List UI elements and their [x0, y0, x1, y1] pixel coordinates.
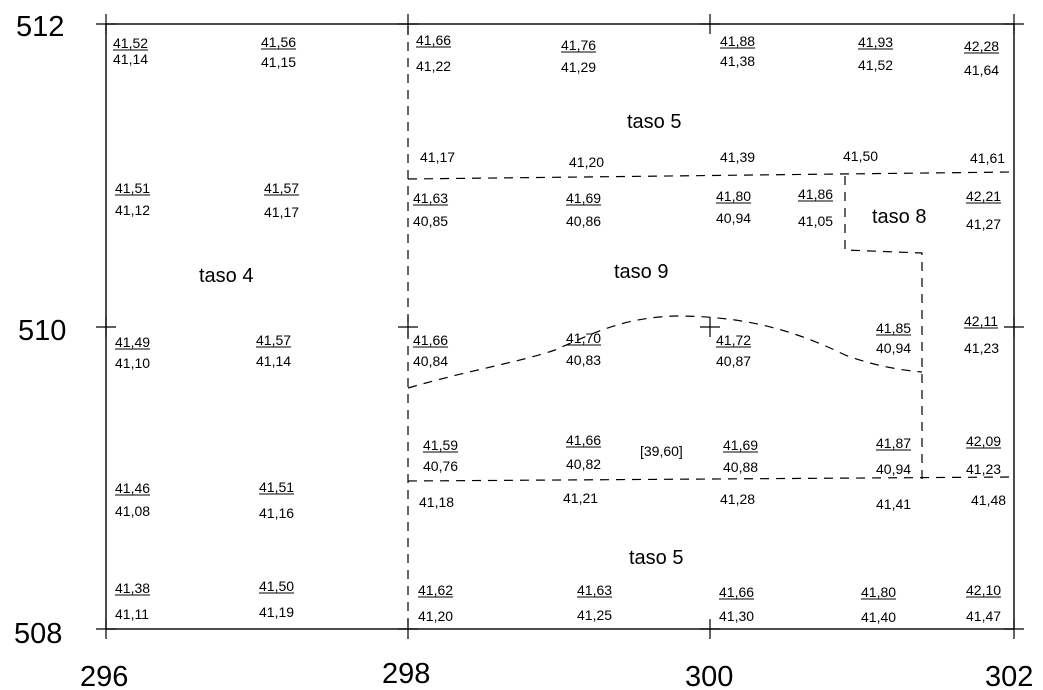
elevation-bottom-value: 40,94 [876, 340, 911, 356]
elevation-top-value: 41,59 [423, 437, 458, 453]
x-axis-label-296: 296 [80, 661, 128, 690]
elevation-top-value: 41,66 [413, 332, 448, 348]
boundary-lower-taso5 [407, 476, 1015, 482]
elevation-bottom-value: 41,17 [420, 149, 455, 165]
elevation-bottom-value: 41,08 [115, 503, 150, 519]
elevation-bottom-value: 41,11 [115, 606, 149, 622]
elevation-top-value: 41,88 [720, 33, 755, 49]
elevation-top-value: 41,50 [259, 578, 294, 594]
elevation-top-value: 41,57 [256, 332, 291, 348]
elevation-bottom-value: 41,29 [561, 59, 596, 75]
elevation-bottom-value: 40,83 [566, 352, 601, 368]
elevation-top-value: 42,28 [964, 38, 999, 54]
elevation-bottom-value: 41,27 [966, 216, 1001, 232]
elevation-top-value: 41,56 [261, 34, 296, 50]
zone-label: taso 5 [629, 547, 683, 569]
elevation-top-value: 42,21 [966, 188, 1001, 204]
x-axis-label-298: 298 [382, 658, 430, 690]
y-axis-label-512: 512 [16, 11, 64, 43]
elevation-top-value: 41,69 [723, 437, 758, 453]
elevation-bottom-value: 41,64 [964, 62, 999, 78]
elevation-top-value: 41,76 [561, 37, 596, 53]
zone-label: taso 4 [199, 265, 253, 287]
elevation-bottom-value: 41,22 [416, 58, 451, 74]
elevation-top-value: 41,93 [858, 34, 893, 50]
y-axis-label-510: 510 [18, 315, 66, 347]
zone-label: taso 8 [872, 206, 926, 228]
elevation-values: 41,5241,1441,5641,1541,6641,2241,7641,29… [113, 32, 1006, 625]
elevation-bottom-value: 40,86 [566, 213, 601, 229]
elevation-bottom-value: 40,94 [876, 461, 911, 477]
elevation-top-value: 41,52 [113, 35, 148, 51]
elevation-top-value: 41,86 [798, 186, 833, 202]
elevation-top-value: 41,62 [418, 582, 453, 598]
elevation-top-value: 41,80 [861, 584, 896, 600]
elevation-top-value: 41,63 [413, 190, 448, 206]
elevation-bottom-value: 40,88 [723, 459, 758, 475]
elevation-bottom-value: 41,40 [861, 609, 896, 625]
elevation-bottom-value: 41,50 [843, 148, 878, 164]
elevation-bottom-value: 40,76 [423, 458, 458, 474]
boundary-taso8 [844, 176, 923, 480]
elevation-top-value: 42,09 [966, 433, 1001, 449]
elevation-top-value: 41,66 [566, 432, 601, 448]
elevation-bottom-value: 41,19 [259, 604, 294, 620]
elevation-bottom-value: 41,20 [569, 154, 604, 170]
elevation-top-value: 41,85 [876, 320, 911, 336]
elevation-bottom-value: 41,48 [971, 492, 1006, 508]
elevation-top-value: 41,66 [719, 584, 754, 600]
elevation-top-value: 41,63 [577, 582, 612, 598]
elevation-bottom-value: 41,16 [259, 505, 294, 521]
elevation-bottom-value: 40,82 [566, 456, 601, 472]
elevation-bottom-value: 41,38 [720, 53, 755, 69]
boundary-taso9-curve [407, 315, 923, 389]
elevation-top-value: 41,51 [259, 479, 294, 495]
elevation-top-value: 41,72 [716, 332, 751, 348]
x-axis-label-302: 302 [985, 661, 1033, 690]
elevation-bottom-value: 41,23 [966, 461, 1001, 477]
elevation-bottom-value: 41,25 [577, 607, 612, 623]
elevation-top-value: 41,49 [115, 334, 150, 350]
elevation-bottom-value: 41,52 [858, 57, 893, 73]
elevation-top-value: 41,69 [566, 190, 601, 206]
elevation-bottom-value: 41,21 [563, 490, 598, 506]
elevation-bottom-value: 41,39 [720, 149, 755, 165]
elevation-bottom-value: 41,10 [115, 355, 150, 371]
elevation-bottom-value: 41,14 [256, 353, 291, 369]
elevation-bottom-value: 40,87 [716, 353, 751, 369]
elevation-bottom-value: 41,18 [419, 494, 454, 510]
elevation-bottom-value: 41,41 [876, 496, 911, 512]
elevation-bottom-value: 41,20 [418, 608, 453, 624]
elevation-top-value: 42,11 [964, 313, 998, 329]
y-axis-label-508: 508 [14, 618, 62, 650]
elevation-top-value: 41,70 [566, 330, 601, 346]
elevation-bottom-value: 40,84 [413, 353, 448, 369]
elevation-top-value: 41,38 [115, 580, 150, 596]
elevation-top-value: 41,66 [416, 32, 451, 48]
elevation-bottom-value: 41,15 [261, 54, 296, 70]
elevation-bottom-value: 41,05 [798, 213, 833, 229]
elevation-bottom-value: 41,28 [720, 491, 755, 507]
elevation-bottom-value: 41,47 [966, 608, 1001, 624]
elevation-bottom-value: 40,94 [716, 210, 751, 226]
elevation-bottom-value: 41,14 [113, 51, 148, 67]
zone-label: taso 9 [614, 261, 668, 283]
elevation-bottom-value: 41,61 [970, 150, 1005, 166]
boundary-upper-taso5 [407, 171, 1015, 180]
zone-label: taso 5 [627, 111, 681, 133]
elevation-top-value: 41,87 [876, 435, 911, 451]
elevation-bottom-value: 40,85 [413, 213, 448, 229]
elevation-bottom-value: 41,17 [264, 204, 299, 220]
elevation-top-value: 41,57 [264, 180, 299, 196]
elevation-bottom-value: 41,23 [964, 340, 999, 356]
elevation-bottom-value: 41,12 [115, 202, 150, 218]
elevation-top-value: 42,10 [966, 582, 1001, 598]
elevation-bottom-value: 41,30 [719, 608, 754, 624]
elevation-top-value: 41,46 [115, 480, 150, 496]
annotation-label: [39,60] [640, 443, 683, 459]
x-axis-label-300: 300 [685, 661, 733, 690]
elevation-top-value: 41,80 [716, 188, 751, 204]
elevation-top-value: 41,51 [115, 180, 150, 196]
